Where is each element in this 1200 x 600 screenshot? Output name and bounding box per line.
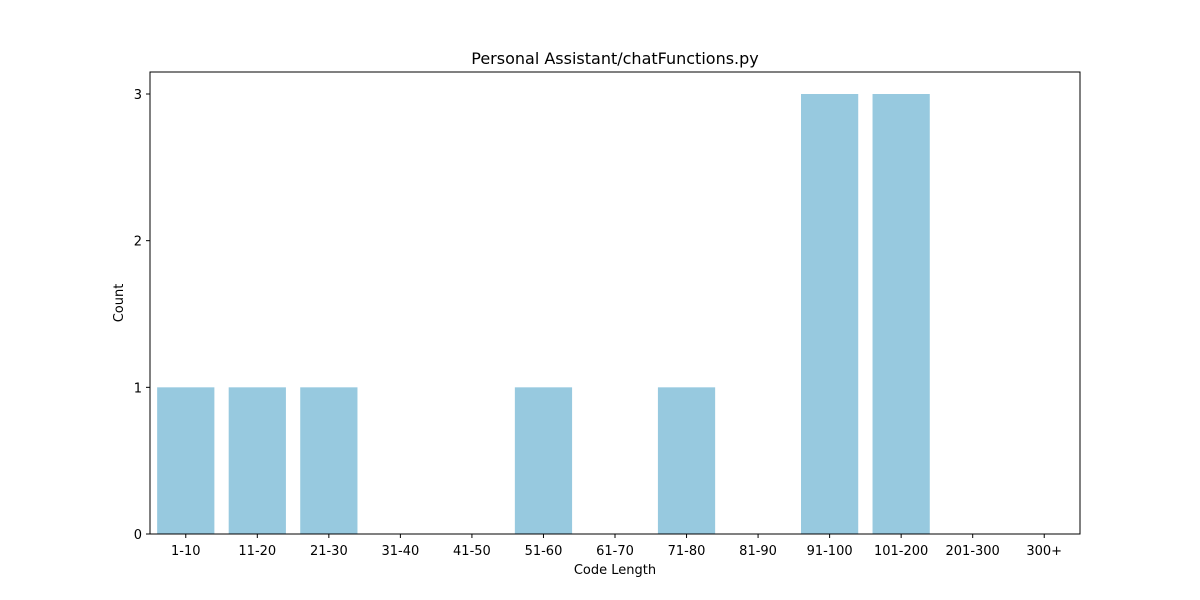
- x-tick-label: 11-20: [238, 544, 276, 559]
- bar-21-30: [300, 387, 358, 534]
- x-tick-label: 300+: [1026, 544, 1062, 559]
- x-tick-label: 41-50: [453, 544, 491, 559]
- x-tick-label: 51-60: [525, 544, 563, 559]
- plot-frame: [149, 71, 1081, 535]
- bar-11-20: [228, 387, 286, 534]
- bars-group: [157, 94, 930, 534]
- x-tick-label: 81-90: [739, 544, 777, 559]
- chart-title: Personal Assistant/chatFunctions.py: [471, 49, 759, 68]
- y-tick-label: 2: [134, 235, 142, 250]
- bar-51-60: [514, 387, 573, 534]
- y-tick-label: 0: [134, 528, 142, 543]
- x-tick-label: 201-300: [946, 544, 1000, 559]
- x-tick-label: 61-70: [596, 544, 634, 559]
- x-tick-label: 101-200: [874, 544, 928, 559]
- bar-91-100: [801, 94, 859, 534]
- x-axis-label: Code Length: [574, 563, 656, 578]
- bar-1-10: [157, 387, 215, 534]
- x-tick-label: 1-10: [171, 544, 201, 559]
- y-axis-ticks: 0 1 2 3: [134, 88, 150, 543]
- y-tick-label: 3: [134, 88, 142, 103]
- x-tick-label: 21-30: [310, 544, 348, 559]
- x-axis-ticks: 1-10 11-20 21-30 31-40 41-50 51-60 61-70 71-80 8…: [171, 534, 1062, 559]
- x-tick-label: 91-100: [807, 544, 853, 559]
- x-tick-label: 71-80: [668, 544, 706, 559]
- bar-101-200: [872, 94, 930, 534]
- bar-71-80: [657, 387, 716, 534]
- x-tick-label: 31-40: [381, 544, 419, 559]
- y-tick-label: 1: [134, 381, 142, 396]
- y-axis-label: Count: [112, 284, 127, 323]
